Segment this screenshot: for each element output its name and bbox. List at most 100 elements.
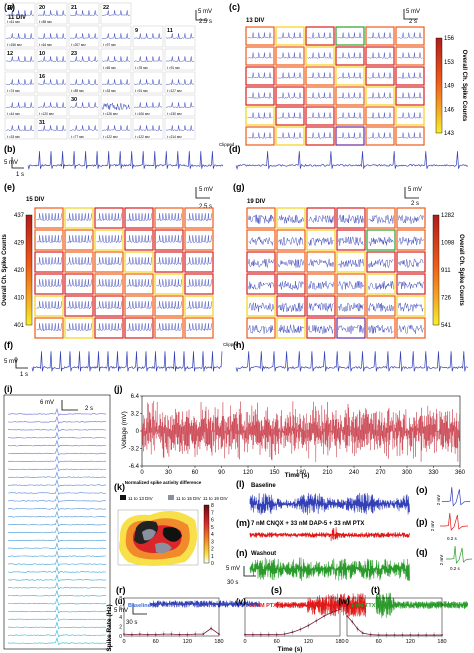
- panel-a-cell: [132, 117, 164, 140]
- grid-g-cell-trace: [248, 258, 274, 268]
- grid-e-cell: [154, 251, 184, 273]
- panel-s-trace: [275, 593, 367, 617]
- grid-e-cell: [184, 317, 214, 339]
- grid-c-cell: [335, 126, 365, 146]
- panel-a-cell-number: 22: [103, 5, 109, 11]
- panel-j-xtick: 0: [140, 470, 144, 476]
- grid-g-cell: [276, 207, 306, 229]
- panel-j-xtick: 60: [192, 470, 199, 476]
- panel-l-label: (l): [236, 479, 245, 489]
- panel-c-scale-t: 2 s: [409, 19, 417, 25]
- panel-j-xtick: 360: [455, 470, 466, 476]
- grid-c-cell-trace: [277, 52, 303, 59]
- panel-l-name: Baseline: [251, 483, 276, 489]
- grid-g-cell: [366, 207, 396, 229]
- grid-e-cell: [184, 295, 214, 317]
- panel-a-cell-trace: [5, 125, 35, 131]
- panel-j-label: (j): [114, 384, 123, 394]
- panel-i-trace: [7, 605, 106, 614]
- grid-e-cell-trace: [126, 323, 152, 332]
- panel-a-cell-time: t =78 sec: [135, 66, 148, 70]
- panel-a-cell-trace: [133, 125, 163, 131]
- panel-a-cell: [68, 94, 100, 117]
- panel-r-scale-t: 30 s: [126, 620, 137, 626]
- panel-v-xtick: 180: [335, 639, 344, 645]
- grid-c-cell: [335, 86, 365, 106]
- panel-a-cell-time: t =207 sec: [71, 43, 86, 47]
- grid-e-cell-trace: [66, 301, 92, 310]
- panel-a-grid: 19 20 21 22 t =156 sec t =64 sec t =207 sec t =…: [4, 2, 196, 140]
- grid-e-cell: [124, 317, 154, 339]
- panel-i-trace: [7, 565, 107, 575]
- panel-a-cell-trace: [101, 33, 130, 39]
- grid-c-cell-trace: [307, 112, 333, 119]
- grid-g-cell: [246, 251, 276, 273]
- cbar-e-title: Overall Ch. Spike Counts: [2, 233, 8, 305]
- grid-e-cell: [154, 207, 184, 229]
- grid-e-cell-trace: [36, 213, 62, 221]
- grid-c-cell-trace: [277, 112, 303, 119]
- grid-g-cell: [276, 273, 306, 295]
- panel-k-legend-2: 11 to 15 DIV: [176, 496, 201, 501]
- panel-k-colorbar-tick: 5: [211, 525, 214, 531]
- cbar-c-tick: 149: [444, 84, 455, 90]
- panel-a-cell: [132, 71, 164, 94]
- grid-c-cell: [275, 46, 305, 66]
- panel-a-cell: [132, 25, 164, 48]
- panel-a-scalebar: [195, 10, 208, 21]
- panel-a-cell-time: t =91 sec: [135, 89, 148, 93]
- panel-b-clipped: Clipped: [219, 142, 235, 147]
- grid-c-cell: [395, 46, 425, 66]
- panel-a-cell-time: t =156 sec: [7, 43, 22, 47]
- grid-e-cell: [184, 207, 214, 229]
- panel-j-ytick: -3.2: [129, 447, 140, 453]
- panel-a-cell-number: 12: [7, 51, 13, 57]
- panel-n-scalebar: [243, 566, 256, 577]
- cbar-g-tick: 726: [441, 296, 452, 302]
- grid-c-cell-trace: [247, 92, 273, 99]
- grid-c-cell-trace: [307, 72, 333, 79]
- grid-c-cell: [395, 66, 425, 86]
- panel-a-cell-time: t =126 sec: [103, 112, 118, 116]
- panel-i-trace: [7, 581, 107, 590]
- panel-v-xtick: 60: [274, 639, 280, 645]
- panel-a-cell: [68, 71, 100, 94]
- grid-c-cell: [335, 66, 365, 86]
- cbar-c-title: Overall Ch. Spike Counts: [461, 50, 467, 122]
- grid-e-cell: [64, 295, 94, 317]
- panel-a-cell-trace: [101, 102, 131, 111]
- cbar-e-tick: 429: [14, 241, 25, 247]
- panel-m-name: 7 nM CNQX + 33 nM DAP-5 + 33 nM PTX: [251, 521, 364, 527]
- grid-e-cell: [184, 251, 214, 273]
- grid-g-cell: [336, 317, 366, 339]
- grid-e-cell-trace: [96, 323, 122, 332]
- grid-c-cell: [275, 26, 305, 46]
- panel-a-cell: [36, 25, 68, 48]
- panel-a-cell: [36, 2, 68, 25]
- panel-a-cell-time: t =85 sec: [39, 20, 52, 24]
- panel-c-grid: [245, 26, 425, 146]
- panel-e-scalebar: [195, 187, 210, 199]
- panel-a-cell: [100, 48, 132, 71]
- cbar-c-tick: 153: [444, 60, 455, 66]
- panel-b-scalebar: [11, 157, 24, 169]
- panel-i-trace: [7, 423, 107, 432]
- grid-c-cell-trace: [277, 92, 303, 99]
- grid-e-cell-trace: [36, 301, 62, 310]
- panel-k-title-line1: Normalized spike activity difference: [125, 480, 202, 485]
- panel-a-cell: [4, 94, 36, 117]
- cbar-g-tick: 541: [441, 323, 452, 329]
- panel-a-cell: [100, 117, 132, 140]
- grid-c-cell-trace: [367, 32, 393, 39]
- panel-a-cell-time: t =33 sec: [7, 135, 20, 139]
- grid-c-cell-trace: [337, 72, 363, 79]
- panel-a-cell-trace: [38, 102, 67, 109]
- panel-m-label: (m): [236, 518, 250, 528]
- grid-c-cell-trace: [277, 72, 303, 79]
- grid-c-cell: [395, 26, 425, 46]
- panel-v-name: 33 nM PTX: [249, 603, 277, 609]
- grid-e-cell: [124, 273, 154, 295]
- panel-p-scale-v: 2 mV: [430, 521, 435, 532]
- cbar-e-tick: 410: [14, 296, 25, 302]
- panel-a-cell-trace: [70, 79, 99, 85]
